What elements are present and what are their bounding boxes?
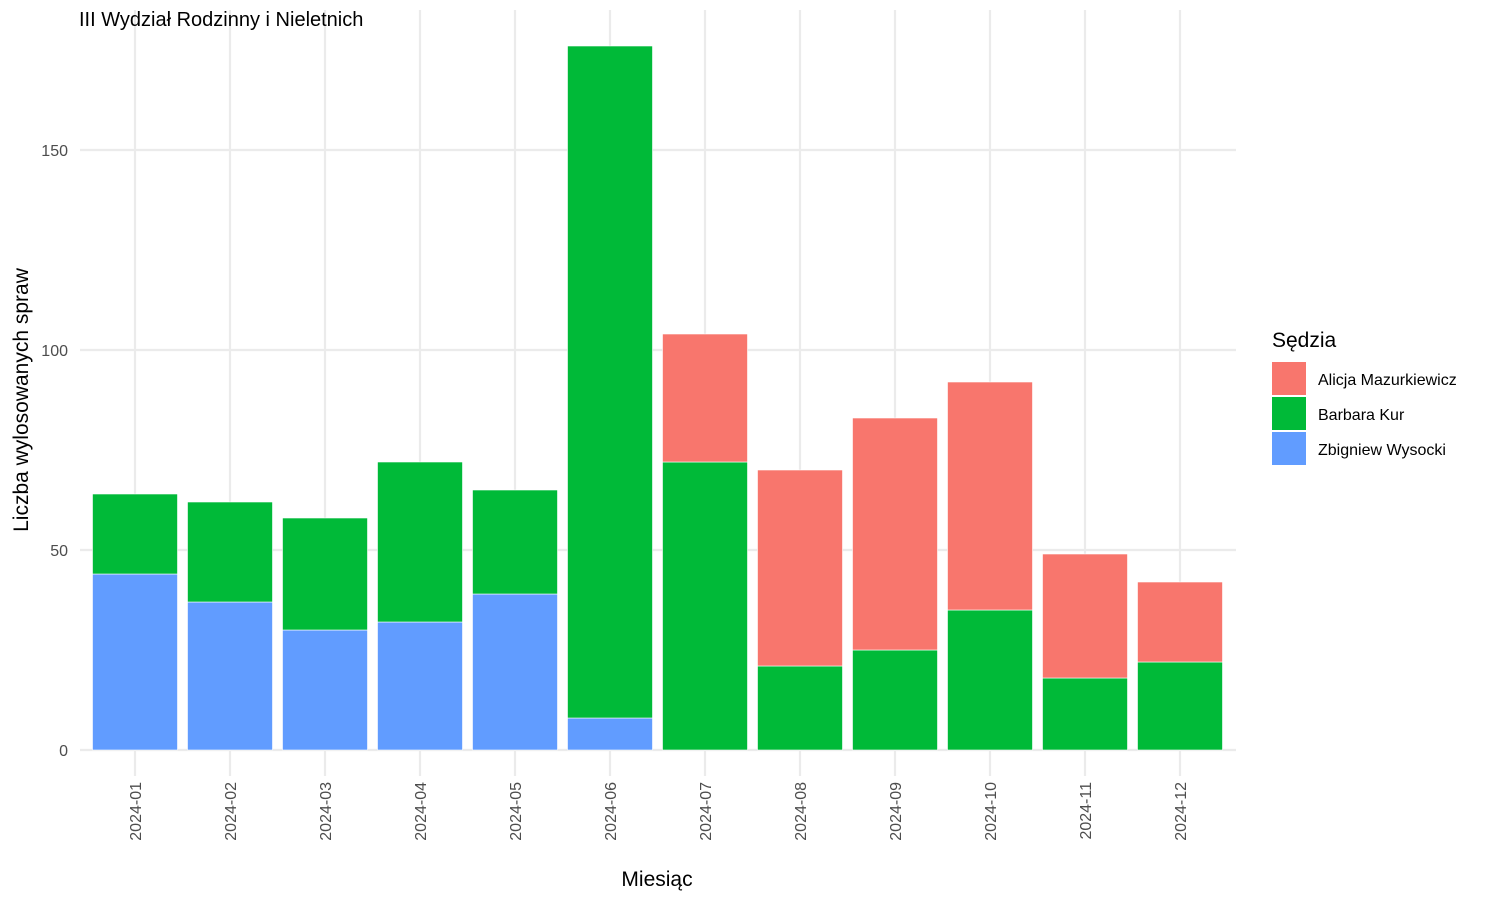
legend-title: Sędzia <box>1272 329 1337 352</box>
bar-segment <box>567 717 653 751</box>
bar-segment <box>662 461 748 751</box>
bar-segment <box>92 493 178 575</box>
x-tick-label: 2024-03 <box>318 782 335 841</box>
bar-segment <box>377 621 463 751</box>
x-tick-label: 2024-07 <box>698 782 715 841</box>
legend-label: Alicja Mazurkiewicz <box>1318 372 1457 389</box>
legend-swatch <box>1272 432 1306 465</box>
y-axis: 0 50 100 150 <box>41 143 68 760</box>
x-tick-label: 2024-04 <box>413 782 430 841</box>
bar-segment <box>187 501 273 603</box>
bar-segment <box>1042 553 1128 679</box>
y-tick-label: 100 <box>41 343 68 360</box>
bar-segment <box>92 573 178 751</box>
x-tick-label: 2024-08 <box>793 782 810 841</box>
bar-segment <box>852 417 938 651</box>
x-tick-label: 2024-09 <box>888 782 905 841</box>
x-tick-label: 2024-02 <box>223 782 240 841</box>
chart-title: III Wydział Rodzinny i Nieletnich <box>79 9 363 31</box>
bar-segment <box>757 665 843 751</box>
bar-segment <box>1042 677 1128 751</box>
bar-segment <box>472 489 558 595</box>
bar-segment <box>947 381 1033 611</box>
y-axis-title: Liczba wylosowanych spraw <box>10 267 33 532</box>
bar-segment <box>757 469 843 667</box>
bar-segment <box>1137 581 1223 663</box>
bar-segment <box>852 649 938 751</box>
x-tick-label: 2024-11 <box>1078 782 1095 840</box>
bar-segment <box>377 461 463 623</box>
x-tick-label: 2024-10 <box>983 782 1000 841</box>
y-tick-label: 50 <box>50 543 68 560</box>
bar-segment <box>282 629 368 751</box>
legend-label: Barbara Kur <box>1318 407 1405 424</box>
legend-label: Zbigniew Wysocki <box>1318 442 1446 459</box>
bar-segment <box>472 593 558 751</box>
legend-swatch <box>1272 362 1306 395</box>
x-axis: 2024-01 2024-02 2024-03 2024-04 2024-05 2024-… <box>128 770 1190 841</box>
x-tick-label: 2024-06 <box>603 782 620 841</box>
bar-segment <box>282 517 368 631</box>
x-tick-label: 2024-01 <box>128 782 145 841</box>
legend: Sędzia Alicja Mazurkiewicz Barbara Kur Zbi… <box>1272 329 1457 465</box>
bar-segment <box>187 601 273 751</box>
bar-segment <box>947 609 1033 751</box>
bar-segment <box>1137 661 1223 751</box>
bar-segment <box>567 45 653 719</box>
y-tick-label: 0 <box>59 743 68 760</box>
bars <box>92 45 1223 751</box>
legend-swatch <box>1272 397 1306 430</box>
x-tick-label: 2024-12 <box>1173 782 1190 841</box>
x-axis-title: Miesiąc <box>621 868 692 891</box>
y-tick-label: 150 <box>41 143 68 160</box>
bar-segment <box>662 333 748 463</box>
x-tick-label: 2024-05 <box>508 782 525 841</box>
